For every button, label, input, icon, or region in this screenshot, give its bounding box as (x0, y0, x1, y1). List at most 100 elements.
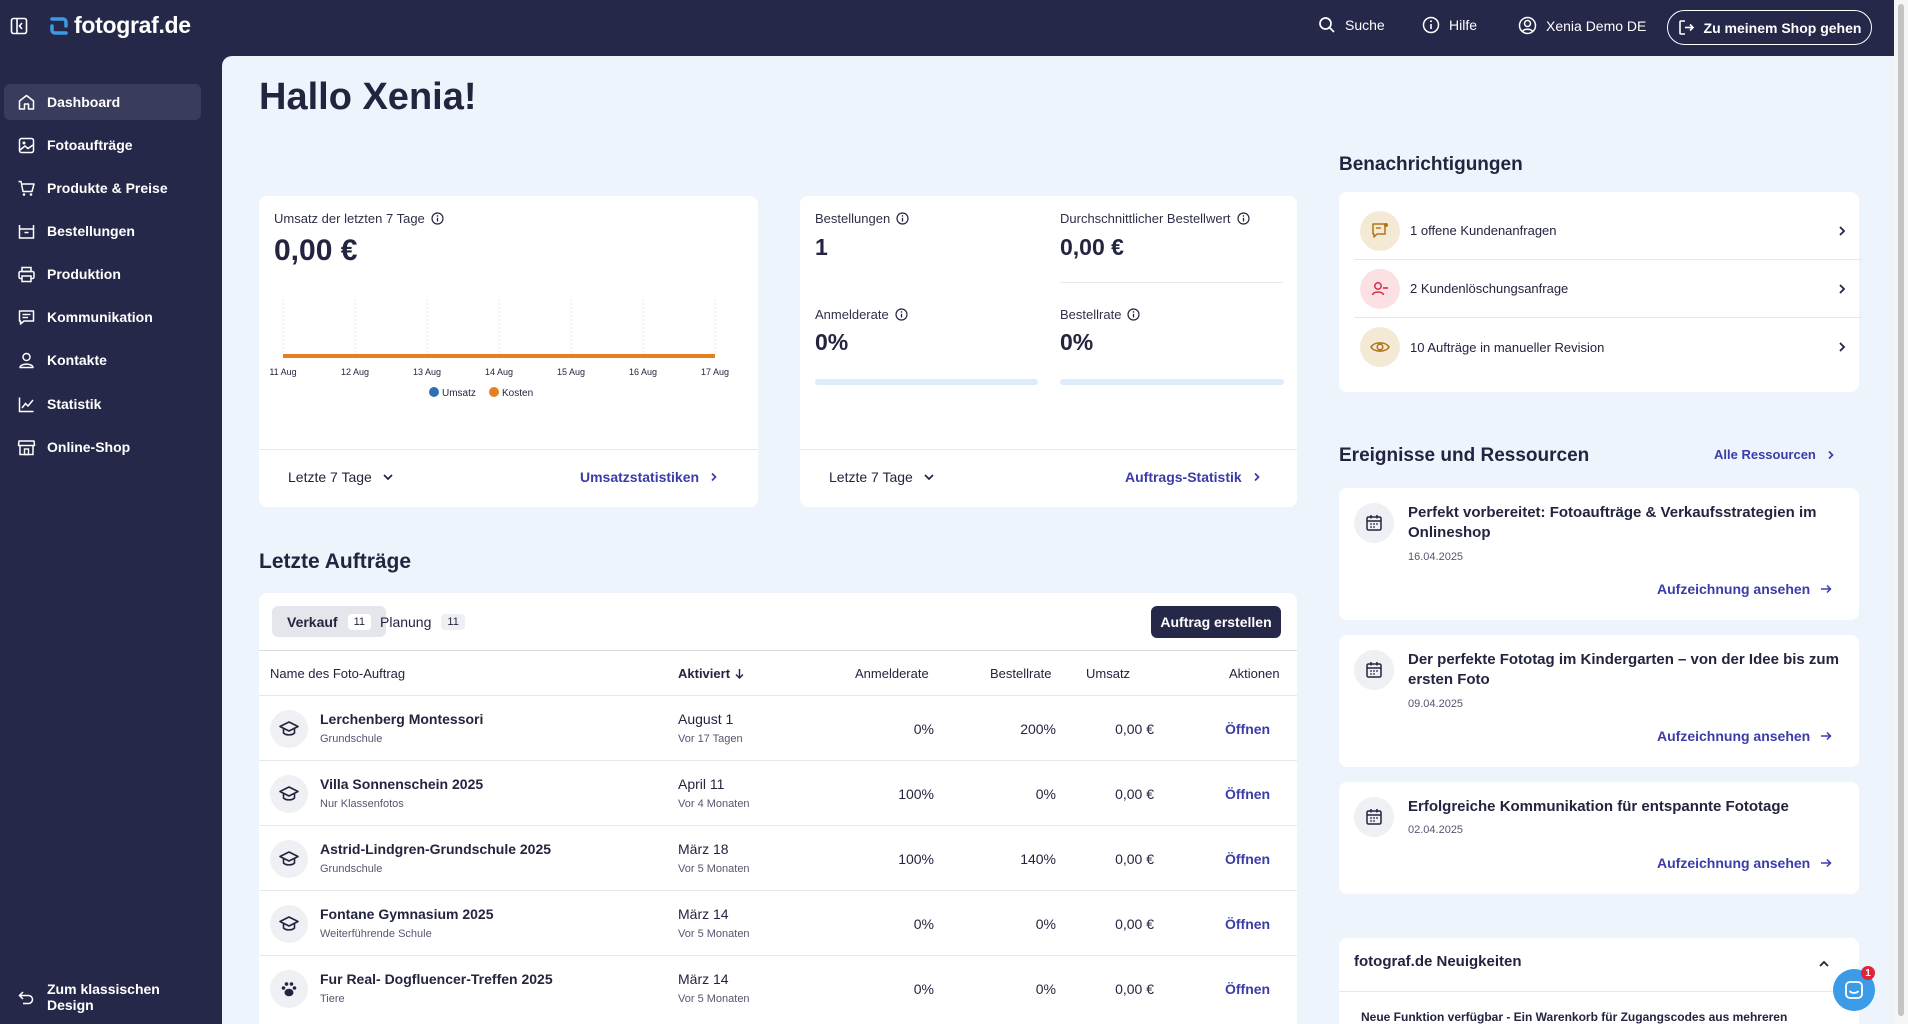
chevron-up-icon[interactable] (1818, 958, 1830, 970)
legend-marker (429, 387, 439, 397)
order-stats-link[interactable]: Auftrags-Statistik (1125, 469, 1262, 485)
sidebar-item-label: Online-Shop (47, 439, 131, 455)
go-to-shop-button[interactable]: Zu meinem Shop gehen (1667, 10, 1872, 45)
info-icon[interactable] (1127, 308, 1141, 321)
open-order-link[interactable]: Öffnen (1225, 916, 1271, 932)
scrollbar[interactable] (1894, 0, 1908, 1024)
box-icon (18, 224, 35, 239)
sidebar-item-dashboard[interactable]: Dashboard (4, 84, 201, 120)
revenue-period-select[interactable]: Letzte 7 Tage (288, 469, 394, 485)
notification-item[interactable]: 10 Aufträge in manueller Revision (1354, 318, 1862, 376)
watch-recording-link[interactable]: Aufzeichnung ansehen (1657, 581, 1832, 597)
sidebar-item-produktion[interactable]: Produktion (4, 256, 201, 292)
chat-button[interactable]: 1 (1833, 966, 1875, 1011)
order-ago: Vor 5 Monaten (678, 993, 750, 1005)
classic-design-link[interactable]: Zum klassischen Design (4, 979, 201, 1015)
event-date: 09.04.2025 (1408, 698, 1464, 710)
sidebar-item-kontakte[interactable]: Kontakte (4, 342, 201, 378)
event-card[interactable]: Der perfekte Fototag im Kindergarten – v… (1339, 635, 1859, 767)
news-divider (1339, 991, 1859, 992)
x-tick-label: 15 Aug (557, 367, 585, 377)
arrow-down-icon (735, 669, 744, 679)
card-divider (259, 449, 758, 450)
tab-verkauf[interactable]: Verkauf 11 (272, 606, 387, 637)
cart-icon (18, 180, 35, 196)
order-revenue: 0,00 € (1115, 916, 1154, 932)
chevron-right-icon (1254, 472, 1260, 482)
calendar-icon (1354, 650, 1394, 690)
sidebar-item-produkte-preise[interactable]: Produkte & Preise (4, 170, 201, 206)
user-menu[interactable]: Xenia Demo DE (1518, 16, 1646, 35)
info-icon[interactable] (895, 308, 908, 321)
tab-planung[interactable]: Planung 11 (365, 606, 480, 637)
all-resources-link[interactable]: Alle Ressourcen (1714, 447, 1836, 462)
order-ago: Vor 5 Monaten (678, 863, 750, 875)
orders-card: Bestellungen 1 Durchschnittlicher Bestel… (800, 196, 1297, 507)
message-icon (18, 309, 35, 325)
order-date: August 1 (678, 711, 734, 727)
order-name: Villa Sonnenschein 2025 (320, 776, 484, 792)
arrow-right-icon (1821, 858, 1832, 868)
scrollbar-thumb[interactable] (1898, 4, 1904, 1016)
open-order-link[interactable]: Öffnen (1225, 851, 1271, 867)
column-header-order-rate[interactable]: Bestellrate (990, 666, 1052, 681)
watch-recording-link[interactable]: Aufzeichnung ansehen (1657, 728, 1832, 744)
info-icon[interactable] (896, 212, 909, 225)
login-rate-progress (815, 379, 1038, 385)
notification-item[interactable]: 2 Kundenlöschungsanfrage (1354, 260, 1862, 318)
search-button[interactable]: Suche (1318, 16, 1385, 34)
period-label: Letzte 7 Tage (288, 469, 372, 485)
table-row[interactable]: Lerchenberg Montessori Grundschule Augus… (259, 695, 1297, 760)
order-date: März 14 (678, 971, 729, 987)
x-tick-label: 11 Aug (269, 367, 296, 377)
message-alert-icon (1360, 210, 1400, 251)
news-preview[interactable]: Neue Funktion verfügbar - Ein Warenkorb … (1361, 1010, 1788, 1024)
user-minus-icon (1360, 268, 1400, 309)
watch-recording-link[interactable]: Aufzeichnung ansehen (1657, 855, 1832, 871)
logo[interactable]: fotograf.de (48, 12, 191, 39)
column-header-login-rate[interactable]: Anmelderate (855, 666, 929, 681)
search-label: Suche (1345, 17, 1385, 33)
column-header-revenue[interactable]: Umsatz (1086, 666, 1131, 681)
table-row[interactable]: Villa Sonnenschein 2025 Nur Klassenfotos… (259, 760, 1297, 825)
column-header-activated[interactable]: Aktiviert (678, 666, 745, 681)
sidebar: Dashboard Fotoaufträge Produkte & Preise… (0, 56, 222, 1024)
order-rate-label: Bestellrate (1060, 307, 1122, 322)
sidebar-item-label: Kontakte (47, 352, 107, 368)
orders-period-select[interactable]: Letzte 7 Tage (829, 469, 935, 485)
sidebar-item-online-shop[interactable]: Online-Shop (4, 429, 201, 465)
open-order-link[interactable]: Öffnen (1225, 786, 1271, 802)
event-card[interactable]: Erfolgreiche Kommunikation für entspannt… (1339, 782, 1859, 894)
open-order-link[interactable]: Öffnen (1225, 721, 1271, 737)
table-row[interactable]: Fur Real- Dogfluencer-Treffen 2025 Tiere… (259, 955, 1297, 1020)
notification-item[interactable]: 1 offene Kundenanfragen (1354, 202, 1862, 260)
orders-label: Bestellungen (815, 211, 891, 226)
sidebar-item-bestellungen[interactable]: Bestellungen (4, 213, 201, 249)
order-ago: Vor 4 Monaten (678, 798, 750, 810)
order-order-rate: 200% (1020, 721, 1056, 737)
column-header-name[interactable]: Name des Foto-Auftrag (270, 666, 406, 681)
revenue-stats-link[interactable]: Umsatzstatistiken (580, 469, 719, 485)
table-row[interactable]: Fontane Gymnasium 2025 Weiterführende Sc… (259, 890, 1297, 955)
info-icon[interactable] (1236, 212, 1250, 225)
sidebar-item-statistik[interactable]: Statistik (4, 386, 201, 422)
avg-value: 0,00 € (1060, 234, 1124, 260)
help-button[interactable]: Hilfe (1422, 16, 1477, 34)
chevron-down-icon (924, 474, 934, 481)
info-icon[interactable] (431, 212, 444, 225)
order-date: März 18 (678, 841, 729, 857)
stat-divider (1060, 282, 1283, 283)
sidebar-item-kommunikation[interactable]: Kommunikation (4, 299, 201, 335)
order-ago: Vor 17 Tagen (678, 733, 743, 745)
sidebar-item-fotoauftraege[interactable]: Fotoaufträge (4, 127, 201, 163)
event-card[interactable]: Perfekt vorbereitet: Fotoaufträge & Verk… (1339, 488, 1859, 620)
create-order-button[interactable]: Auftrag erstellen (1151, 606, 1281, 638)
order-type: Weiterführende Schule (320, 928, 432, 940)
graduation-cap-icon (270, 840, 308, 878)
sidebar-toggle-icon[interactable] (10, 17, 28, 35)
order-rate-label-row: Bestellrate (1060, 307, 1141, 322)
legend-label: Umsatz (442, 388, 476, 399)
paw-icon (270, 970, 308, 1008)
open-order-link[interactable]: Öffnen (1225, 981, 1271, 997)
table-row[interactable]: Astrid-Lindgren-Grundschule 2025 Grundsc… (259, 825, 1297, 890)
